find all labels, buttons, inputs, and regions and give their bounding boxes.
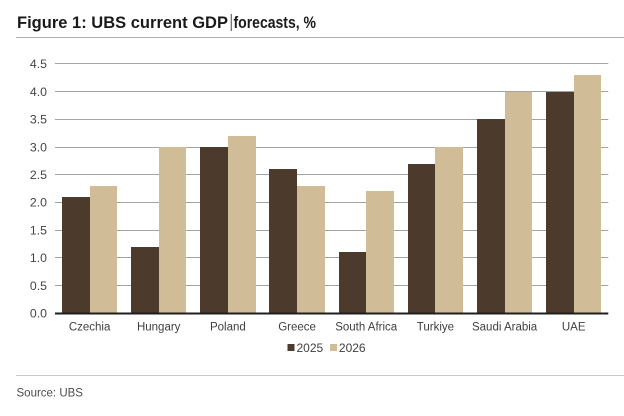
svg-text:Source: UBS: Source: UBS	[17, 388, 84, 400]
svg-text:Poland: Poland	[210, 322, 246, 334]
svg-text:forecasts, %: forecasts, %	[234, 13, 317, 32]
svg-text:2026: 2026	[339, 341, 366, 355]
svg-text:3.5: 3.5	[30, 113, 47, 127]
svg-text:Turkiye: Turkiye	[417, 322, 454, 334]
svg-text:1.5: 1.5	[30, 223, 47, 237]
svg-text:Figure 1: UBS current GDP: Figure 1: UBS current GDP	[17, 13, 228, 32]
svg-text:UAE: UAE	[562, 322, 586, 334]
svg-text:3.0: 3.0	[30, 140, 47, 154]
svg-text:2.5: 2.5	[30, 168, 47, 182]
svg-text:Hungary: Hungary	[137, 322, 181, 334]
svg-text:4.5: 4.5	[30, 57, 47, 71]
svg-text:0.0: 0.0	[30, 307, 47, 321]
svg-text:Saudi Arabia: Saudi Arabia	[472, 322, 538, 334]
svg-text:1.0: 1.0	[30, 251, 47, 265]
svg-text:0.5: 0.5	[30, 279, 47, 293]
svg-text:South Africa: South Africa	[335, 322, 398, 334]
svg-text:2025: 2025	[297, 341, 324, 355]
svg-text:Czechia: Czechia	[69, 322, 111, 334]
svg-text:2.0: 2.0	[30, 196, 47, 210]
svg-text:4.0: 4.0	[30, 85, 47, 99]
svg-text:Greece: Greece	[278, 322, 316, 334]
